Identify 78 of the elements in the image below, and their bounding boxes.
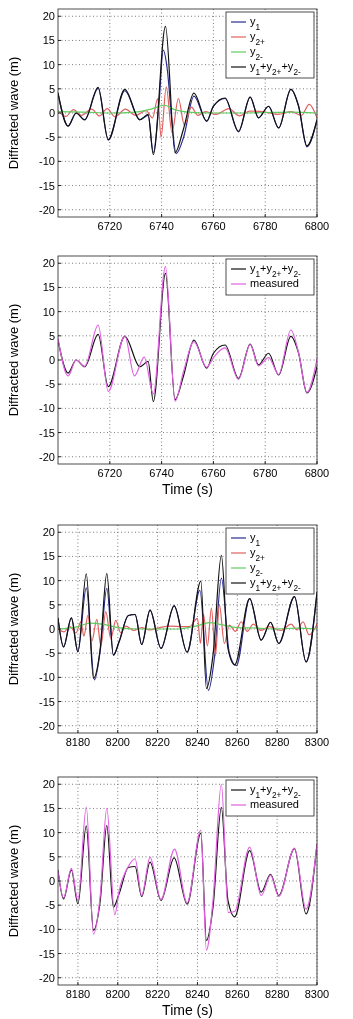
x-tick-label: 8220 — [145, 736, 170, 748]
x-tick-label: 8300 — [304, 988, 330, 1000]
x-tick-label: 6740 — [149, 220, 174, 232]
y-tick-label: 20 — [42, 10, 55, 23]
x-tick-label: 6720 — [97, 220, 123, 232]
x-tick-label: 6760 — [201, 220, 226, 232]
legend-label: y$_{1}$+y$_{2+}$+y$_{2-}$ — [250, 262, 301, 279]
x-tick-label: 8220 — [145, 988, 170, 1000]
x-tick-label: 8260 — [225, 988, 250, 1000]
y-tick-label: -20 — [39, 971, 55, 984]
legend-label: y$_{1}$ — [250, 531, 261, 548]
y-tick-label: -10 — [39, 402, 55, 415]
x-axis-title: Time (s) — [162, 481, 213, 497]
y-tick-label: -15 — [39, 947, 55, 960]
y-tick-label: 15 — [42, 802, 55, 815]
y-tick-label: 5 — [48, 850, 55, 863]
y-tick-label: 20 — [42, 257, 55, 270]
y-tick-label: 15 — [42, 281, 55, 294]
legend-label: y$_{2+}$ — [250, 30, 266, 47]
y-tick-label: 5 — [48, 82, 55, 95]
x-tick-label: 8180 — [65, 988, 91, 1000]
y-tick-label: -5 — [45, 899, 55, 912]
x-tick-label: 8280 — [264, 988, 290, 1000]
y-tick-label: -10 — [39, 671, 55, 684]
legend-label: y$_{1}$+y$_{2+}$+y$_{2-}$ — [250, 60, 301, 77]
y-tick-label: 5 — [48, 598, 55, 611]
x-tick-label: 6800 — [304, 220, 330, 232]
y-tick-label: 20 — [42, 526, 55, 539]
y-axis-title: Diffracted wave (m) — [6, 824, 21, 938]
legend-label: y$_{2+}$ — [250, 546, 266, 563]
legend-label: y$_{1}$ — [250, 15, 261, 32]
y-tick-label: 0 — [48, 354, 55, 366]
x-tick-label: 8240 — [185, 988, 210, 1000]
x-tick-label: 6760 — [201, 467, 226, 479]
y-tick-label: 10 — [42, 305, 55, 318]
y-tick-label: -15 — [39, 426, 55, 439]
legend-label: y$_{2-}$ — [250, 45, 264, 62]
y-tick-label: 10 — [42, 58, 55, 71]
y-tick-label: 20 — [42, 778, 55, 791]
y-tick-label: -15 — [39, 695, 55, 708]
y-tick-label: -10 — [39, 923, 55, 936]
y-tick-label: 0 — [48, 623, 55, 635]
x-tick-label: 6780 — [252, 467, 278, 479]
x-tick-label: 8240 — [185, 736, 210, 748]
y-axis-title: Diffracted wave (m) — [6, 56, 21, 170]
y-axis-title: Diffracted wave (m) — [6, 303, 21, 417]
y-tick-label: -20 — [39, 450, 55, 463]
x-tick-label: 6800 — [304, 467, 330, 479]
x-tick-label: 6780 — [252, 220, 278, 232]
y-tick-label: 0 — [48, 107, 55, 119]
y-axis-title: Diffracted wave (m) — [6, 572, 21, 686]
x-tick-label: 8280 — [264, 736, 290, 748]
x-tick-label: 8300 — [304, 736, 330, 748]
x-tick-label: 6740 — [149, 467, 174, 479]
y-tick-label: -5 — [45, 378, 55, 391]
x-axis-title: Time (s) — [162, 1002, 213, 1018]
legend-label: y$_{2-}$ — [250, 561, 264, 578]
y-tick-label: 15 — [42, 34, 55, 47]
y-tick-label: 10 — [42, 826, 55, 839]
y-tick-label: -20 — [39, 719, 55, 732]
y-tick-label: -15 — [39, 179, 55, 192]
y-tick-label: -10 — [39, 155, 55, 168]
x-tick-label: 8200 — [105, 736, 131, 748]
x-tick-label: 6720 — [97, 467, 123, 479]
legend-label: measured — [250, 798, 299, 810]
y-tick-label: -20 — [39, 203, 55, 216]
y-tick-label: 15 — [42, 550, 55, 563]
y-tick-label: -5 — [45, 647, 55, 660]
legend-label: y$_{1}$+y$_{2+}$+y$_{2-}$ — [250, 576, 301, 593]
x-tick-label: 8260 — [225, 736, 250, 748]
y-tick-label: -5 — [45, 131, 55, 144]
legend-label: measured — [250, 277, 299, 289]
legend-label: y$_{1}$+y$_{2+}$+y$_{2-}$ — [250, 783, 301, 800]
x-tick-label: 8180 — [65, 736, 91, 748]
y-tick-label: 10 — [42, 574, 55, 587]
y-tick-label: 5 — [48, 329, 55, 342]
x-tick-label: 8200 — [105, 988, 131, 1000]
y-tick-label: 0 — [48, 875, 55, 887]
